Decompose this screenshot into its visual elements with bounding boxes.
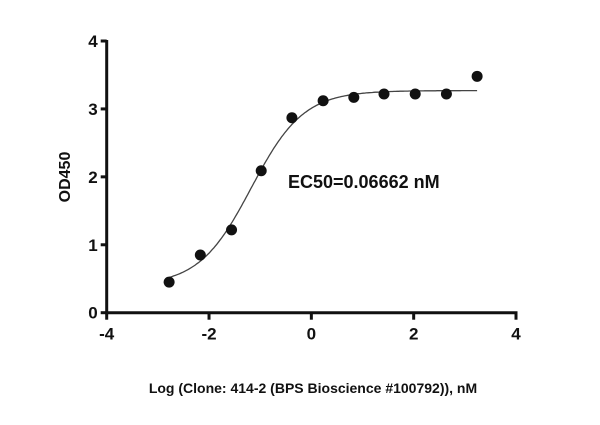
y-axis-label: OD450 [57, 152, 74, 203]
data-point [348, 91, 360, 103]
ec50-annotation: EC50=0.06662 nM [288, 172, 440, 192]
data-point [163, 276, 175, 288]
data-point [255, 165, 267, 177]
x-tick-label: 4 [511, 325, 521, 344]
x-tick-label: -2 [201, 325, 216, 344]
y-tick-label: 2 [88, 168, 97, 187]
axes: 0 1 2 3 4 -4 -2 0 2 4 [88, 32, 521, 344]
y-tick-label: 1 [88, 236, 97, 255]
data-point [286, 112, 298, 124]
x-tick-label: 0 [307, 325, 316, 344]
x-tick-label: 2 [409, 325, 418, 344]
data-point [194, 249, 206, 261]
data-point [409, 88, 421, 100]
y-tick-label: 3 [88, 100, 97, 119]
data-point [317, 95, 329, 107]
data-point [471, 70, 483, 82]
x-axis-label: Log (Clone: 414-2 (BPS Bioscience #10079… [149, 380, 477, 396]
data-points [163, 70, 483, 288]
x-tick-label: -4 [99, 325, 115, 344]
data-point [440, 88, 452, 100]
data-point [378, 88, 390, 100]
y-tick-label: 0 [88, 304, 97, 323]
y-tick-label: 4 [88, 32, 98, 51]
data-point [226, 224, 238, 236]
